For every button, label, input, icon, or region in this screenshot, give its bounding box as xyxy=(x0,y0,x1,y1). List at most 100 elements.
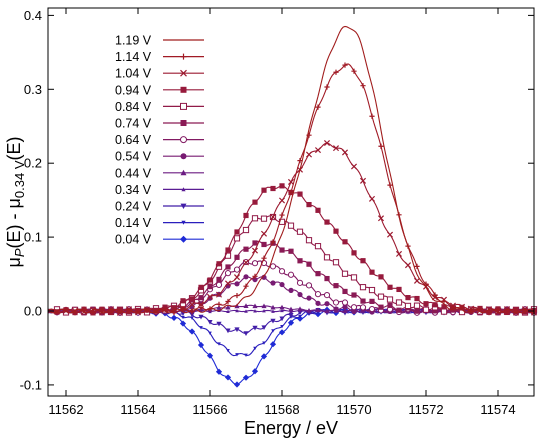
y-tick-label: 0.2 xyxy=(24,156,42,171)
data-point-marker xyxy=(180,235,187,243)
data-point-marker xyxy=(198,314,204,320)
data-point-marker xyxy=(350,163,358,170)
legend-item: 0.74 V xyxy=(115,117,204,131)
data-point-marker xyxy=(297,258,303,264)
data-point-marker xyxy=(350,274,358,281)
data-point-marker xyxy=(225,264,231,270)
legend-label: 0.84 V xyxy=(115,100,152,114)
data-point-marker xyxy=(243,246,249,252)
data-point-marker xyxy=(360,298,366,304)
data-point-marker xyxy=(197,301,205,308)
data-point-marker xyxy=(351,292,357,298)
data-point-marker xyxy=(278,197,286,204)
data-point-marker xyxy=(332,299,340,306)
data-point-marker xyxy=(181,187,186,192)
data-point-marker xyxy=(387,302,393,308)
data-point-marker xyxy=(297,306,303,311)
data-point-marker xyxy=(414,308,420,314)
data-point-marker xyxy=(251,368,259,375)
data-point-marker xyxy=(207,277,213,283)
data-point-marker xyxy=(386,296,394,303)
data-point-marker xyxy=(351,308,357,315)
data-point-marker xyxy=(253,309,257,313)
y-axis-ticks: -0.1 0.0 0.1 0.2 0.3 0.4 xyxy=(20,8,534,392)
data-point-marker xyxy=(233,235,241,242)
data-point-marker xyxy=(314,291,322,298)
data-point-marker xyxy=(287,271,295,278)
data-point-marker xyxy=(495,306,501,312)
data-point-marker xyxy=(414,295,420,302)
y-axis-label-end: (E) xyxy=(4,136,24,160)
data-point-marker xyxy=(206,293,214,300)
x-axis-ticks: 11562 11564 11566 11568 11570 11572 11574 xyxy=(48,8,516,417)
data-point-marker xyxy=(359,304,367,311)
data-point-marker xyxy=(324,301,330,307)
series-curves xyxy=(47,25,538,388)
data-point-marker xyxy=(189,312,195,318)
data-point-marker xyxy=(422,306,430,313)
legend-label: 0.64 V xyxy=(115,133,152,147)
data-point-marker xyxy=(288,189,294,195)
legend-item: 0.44 V xyxy=(115,166,204,180)
data-point-marker xyxy=(181,220,186,225)
data-point-marker xyxy=(233,274,241,281)
data-point-marker xyxy=(395,250,403,257)
data-point-marker xyxy=(252,240,258,246)
data-point-marker xyxy=(170,305,178,312)
y-axis-label-mu: μ xyxy=(4,257,24,267)
data-point-marker xyxy=(261,325,267,331)
data-point-marker xyxy=(378,274,384,280)
data-point-marker xyxy=(242,259,250,266)
data-point-marker xyxy=(323,292,331,299)
data-point-marker xyxy=(386,231,394,238)
data-point-marker xyxy=(270,239,276,245)
data-point-marker xyxy=(413,302,421,309)
data-point-marker xyxy=(324,275,330,282)
data-point-marker xyxy=(179,320,187,327)
x-tick-label: 11568 xyxy=(264,402,299,417)
data-point-marker xyxy=(180,153,187,160)
data-point-marker xyxy=(252,325,258,331)
data-point-marker xyxy=(233,266,241,273)
data-point-marker xyxy=(180,86,187,93)
data-point-marker xyxy=(289,309,293,314)
data-point-marker xyxy=(243,303,249,308)
data-point-marker xyxy=(225,304,231,310)
data-point-marker xyxy=(315,300,321,306)
data-point-marker xyxy=(243,283,249,289)
data-point-marker xyxy=(251,260,259,267)
data-point-marker xyxy=(280,308,284,313)
data-point-marker xyxy=(288,287,294,293)
legend-item: 1.04 V xyxy=(115,67,204,81)
data-point-marker xyxy=(216,276,222,283)
data-point-marker xyxy=(224,270,232,277)
legend-label: 0.54 V xyxy=(115,150,152,164)
legend-label: 1.19 V xyxy=(115,34,152,48)
data-point-marker xyxy=(234,281,240,287)
data-point-marker xyxy=(216,305,222,310)
data-point-marker xyxy=(441,304,447,310)
data-point-marker xyxy=(252,303,258,309)
data-point-marker xyxy=(315,307,321,313)
data-point-marker xyxy=(351,250,357,256)
data-point-marker xyxy=(261,274,267,280)
data-point-marker xyxy=(333,306,339,312)
data-point-marker xyxy=(180,298,186,304)
data-point-marker xyxy=(251,215,259,222)
data-point-marker xyxy=(215,368,223,375)
legend-label: 0.14 V xyxy=(115,216,152,230)
data-point-marker xyxy=(306,295,312,301)
x-tick-label: 11564 xyxy=(120,402,155,417)
data-point-marker xyxy=(288,312,294,318)
data-point-marker xyxy=(306,201,312,208)
data-point-marker xyxy=(288,306,294,312)
data-point-marker xyxy=(296,228,304,235)
data-point-marker xyxy=(396,286,402,293)
data-point-marker xyxy=(287,178,295,185)
data-point-marker xyxy=(404,262,412,269)
data-point-marker xyxy=(315,104,321,110)
data-point-marker xyxy=(262,309,266,313)
data-point-marker xyxy=(278,329,286,336)
legend-item: 0.04 V xyxy=(115,233,204,247)
